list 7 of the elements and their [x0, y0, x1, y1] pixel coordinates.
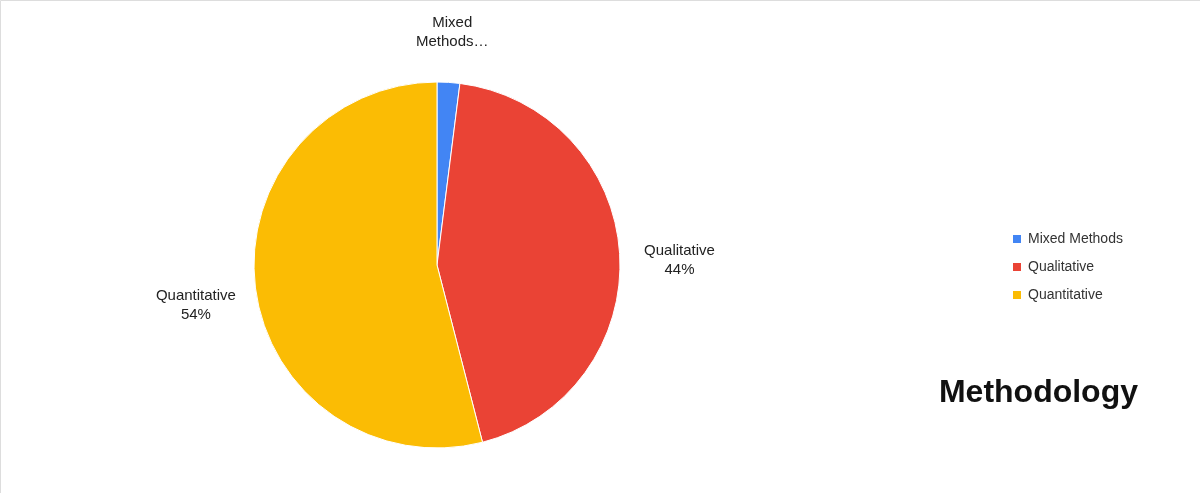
legend-label: Mixed Methods: [1028, 230, 1123, 246]
data-label: Quantitative 54%: [155, 286, 236, 323]
legend-label: Qualitative: [1028, 258, 1095, 274]
data-label: Mixed Methods…: [415, 13, 489, 50]
legend-label: Quantitative: [1028, 286, 1103, 302]
text: Methodology: [938, 373, 1139, 409]
data-label: Qualitative 44%: [644, 240, 715, 277]
